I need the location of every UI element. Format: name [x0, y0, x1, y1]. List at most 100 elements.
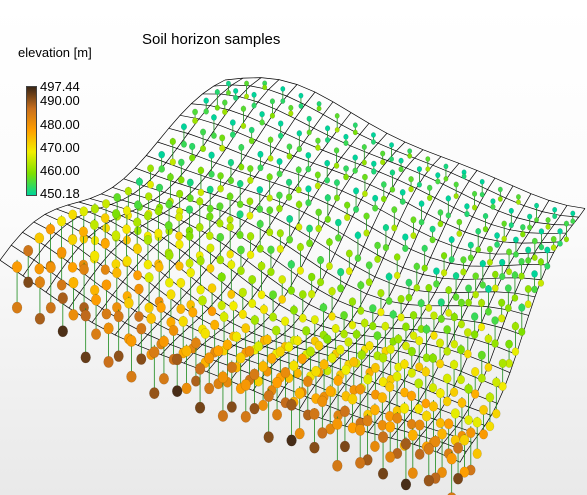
sample-point — [414, 448, 425, 460]
sample-point — [534, 217, 540, 223]
sample-point — [34, 312, 46, 325]
sample-point — [534, 202, 540, 209]
mesh-line-col — [0, 79, 226, 261]
sample-point — [544, 246, 551, 254]
mesh-line-col — [344, 177, 496, 427]
sample-point — [133, 200, 142, 210]
sample-point — [315, 137, 321, 144]
sample-point — [463, 328, 472, 337]
sample-point — [298, 92, 304, 99]
sample-point — [538, 228, 545, 235]
sample-point — [247, 176, 254, 185]
sample-point — [217, 300, 226, 311]
sample-point — [343, 140, 349, 147]
sample-point — [477, 298, 486, 308]
sample-point — [407, 429, 418, 441]
sample-point — [272, 376, 283, 389]
sample-point — [498, 358, 507, 368]
sample-point — [192, 117, 198, 125]
sample-point — [421, 398, 431, 409]
sample-point — [406, 418, 417, 430]
sample-point — [68, 309, 79, 321]
sample-point — [418, 200, 425, 208]
sample-point — [295, 166, 302, 174]
sample-point — [297, 353, 307, 365]
sample-point — [319, 359, 329, 370]
sample-point — [410, 232, 417, 240]
sample-point — [477, 323, 486, 332]
sample-point — [258, 360, 268, 373]
sample-point — [352, 122, 358, 128]
sample-point — [185, 205, 194, 214]
sample-point — [405, 278, 413, 287]
sample-point — [402, 233, 409, 241]
sample-point — [286, 235, 294, 244]
sample-point — [249, 402, 260, 415]
sample-point — [144, 302, 154, 313]
sample-point — [219, 144, 226, 152]
sample-point — [402, 341, 410, 351]
sample-point — [399, 403, 410, 414]
sample-point — [236, 179, 244, 188]
sample-point — [453, 193, 459, 200]
sample-point — [341, 364, 351, 376]
sample-point — [267, 136, 274, 144]
sample-point — [440, 252, 448, 260]
sample-point — [354, 231, 362, 240]
sample-point — [385, 451, 396, 463]
sample-point — [399, 198, 406, 205]
sample-point — [288, 110, 294, 117]
sample-point — [380, 159, 386, 166]
sample-point — [415, 362, 424, 372]
sample-point — [443, 346, 452, 356]
sample-point — [407, 346, 416, 357]
colorbar-label: elevation [m] — [18, 45, 92, 60]
sample-point — [67, 261, 78, 273]
sample-point — [191, 375, 201, 387]
sample-point — [557, 240, 563, 247]
sample-point — [557, 228, 563, 235]
sample-point — [518, 303, 526, 312]
sample-point — [216, 219, 224, 228]
sample-point — [263, 431, 274, 444]
sample-point — [442, 396, 452, 407]
sample-point — [443, 325, 452, 335]
sample-point — [294, 387, 305, 400]
sample-point — [296, 266, 305, 275]
sample-point — [501, 220, 507, 227]
sample-point — [464, 203, 470, 210]
sample-point — [563, 236, 570, 243]
sample-point — [449, 359, 459, 370]
sample-point — [211, 132, 217, 139]
sample-point — [370, 139, 376, 145]
sample-point — [204, 352, 215, 364]
sample-point — [363, 212, 370, 220]
sample-point — [479, 281, 486, 289]
sample-point — [325, 262, 333, 271]
sample-point — [324, 137, 331, 143]
sample-point — [456, 375, 465, 385]
sample-point — [80, 309, 91, 322]
sample-point — [421, 244, 428, 252]
colorbar-tick-min: 450.18 — [40, 186, 80, 201]
sample-point — [113, 350, 124, 362]
sample-point — [531, 254, 538, 261]
sample-point — [490, 203, 496, 210]
sample-point — [357, 281, 365, 290]
sample-point — [286, 152, 293, 160]
sample-point — [257, 261, 266, 271]
sample-point — [227, 260, 236, 270]
sample-point — [407, 368, 416, 378]
sample-point — [508, 207, 514, 214]
sample-point — [445, 308, 453, 317]
sample-point — [126, 370, 137, 383]
sample-point — [207, 306, 217, 317]
sample-point — [269, 98, 276, 105]
sample-point — [518, 327, 526, 336]
sample-point — [217, 410, 229, 422]
sample-point — [316, 100, 322, 107]
sample-point — [347, 393, 358, 405]
sample-point — [389, 169, 396, 176]
sample-point — [256, 244, 264, 253]
sample-point — [471, 367, 480, 377]
